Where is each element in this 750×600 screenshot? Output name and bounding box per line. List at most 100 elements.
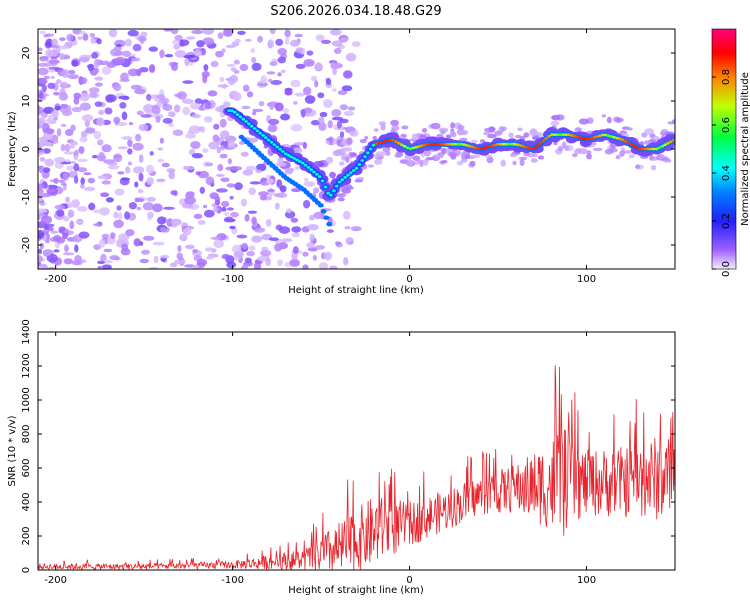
spectrogram-noise-cell bbox=[127, 139, 133, 148]
spectrogram-noise-cell bbox=[226, 63, 236, 67]
spectrogram-noise-cell bbox=[38, 183, 45, 189]
spectrogram-noise-cell bbox=[63, 258, 73, 265]
spectrogram-track-cell bbox=[479, 147, 483, 151]
spectrogram-noise-cell bbox=[96, 117, 105, 127]
spectrogram-track-cell bbox=[465, 144, 469, 147]
spectrogram-track-cell bbox=[442, 142, 447, 146]
spectrogram-noise-cell bbox=[339, 131, 345, 138]
spectrogram-noise-cell bbox=[44, 142, 54, 146]
spectrogram-noise-cell bbox=[500, 159, 507, 167]
spectrogram-noise-cell bbox=[74, 254, 82, 264]
spectrogram-noise-cell bbox=[108, 29, 118, 38]
spectrogram-noise-cell bbox=[315, 34, 325, 42]
snr-x-tick-label: 0 bbox=[406, 575, 412, 586]
spectrogram-noise-cell bbox=[98, 109, 105, 116]
spectrogram-noise-cell bbox=[226, 207, 234, 211]
spectrogram-noise-cell bbox=[291, 252, 298, 260]
spectrogram-noise-cell bbox=[229, 225, 236, 230]
spectrogram-noise-cell bbox=[246, 250, 256, 257]
spectrogram-noise-cell bbox=[471, 139, 478, 144]
spectrogram-noise-cell bbox=[93, 130, 102, 140]
spectrogram-noise-cell bbox=[267, 124, 278, 133]
spectrogram-noise-cell bbox=[41, 122, 50, 132]
spectrogram-noise-cell bbox=[94, 82, 103, 87]
spectrogram-noise-cell bbox=[55, 79, 62, 84]
spectrogram-track-cell bbox=[510, 142, 514, 146]
spectrogram-noise-cell bbox=[125, 229, 135, 237]
spectrogram-track-cell bbox=[550, 133, 554, 137]
spectrogram-noise-cell bbox=[312, 255, 317, 261]
spectrogram-noise-cell bbox=[421, 127, 428, 133]
spectrogram-noise-cell bbox=[94, 67, 100, 74]
spectrogram-noise-cell bbox=[592, 147, 603, 152]
spectrogram-noise-cell bbox=[251, 57, 257, 64]
spectrogram-noise-cell bbox=[97, 265, 103, 269]
spectrogram-noise-cell bbox=[500, 126, 507, 131]
spectrogram-noise-cell bbox=[136, 206, 142, 211]
spectrogram-track-cell bbox=[323, 185, 328, 189]
spectrogram-noise-cell bbox=[105, 174, 112, 179]
spectrogram-noise-cell bbox=[81, 114, 94, 122]
spectrogram-track-cell bbox=[473, 146, 478, 150]
spectrogram-noise-cell bbox=[303, 59, 315, 67]
spectrogram-noise-cell bbox=[248, 245, 256, 251]
spectrogram-track-cell bbox=[657, 146, 662, 150]
spectrogram-track-cell bbox=[388, 138, 393, 142]
spectrogram-noise-cell bbox=[44, 249, 53, 256]
spectrogram-noise-cell bbox=[555, 114, 565, 121]
spectrogram-noise-cell bbox=[469, 160, 476, 167]
spectrogram-track-cell bbox=[411, 146, 415, 150]
spectrogram-noise-cell bbox=[615, 117, 624, 123]
spectrogram-track-cell bbox=[547, 134, 551, 138]
spectrogram-noise-cell bbox=[91, 52, 99, 59]
spectrogram-track-cell bbox=[255, 129, 260, 133]
spectrogram-noise-cell bbox=[104, 60, 109, 64]
spectrogram-noise-cell bbox=[217, 32, 224, 39]
spectrogram-noise-cell bbox=[132, 142, 144, 151]
spectrogram-noise-cell bbox=[258, 191, 269, 197]
spectrogram-noise-cell bbox=[267, 78, 273, 83]
spectrogram-noise-cell bbox=[266, 71, 276, 75]
spectrogram-noise-cell bbox=[339, 118, 349, 124]
spectrogram-track-cell bbox=[400, 143, 404, 147]
spectrogram-noise-cell bbox=[332, 150, 342, 157]
spectrogram-noise-cell bbox=[124, 211, 131, 220]
spectrogram-noise-cell bbox=[67, 74, 80, 80]
spectrogram-noise-cell bbox=[141, 249, 150, 255]
spectrogram-noise-cell bbox=[204, 247, 214, 252]
spectrogram-noise-cell bbox=[94, 76, 104, 81]
spectrogram-noise-cell bbox=[242, 84, 250, 92]
spectrogram-track-cell bbox=[264, 136, 268, 140]
spectrogram-noise-cell bbox=[257, 82, 269, 86]
spectrogram-noise-cell bbox=[343, 257, 349, 266]
spectrogram-noise-cell bbox=[114, 188, 125, 196]
snr-y-tick-label: 1200 bbox=[21, 353, 32, 378]
spectrogram-track-cell bbox=[487, 145, 492, 148]
spectrogram-noise-cell bbox=[96, 154, 107, 162]
snr-y-tick-label: 800 bbox=[21, 424, 32, 443]
colorbar-tick-label: 0.6 bbox=[721, 117, 732, 133]
spectrogram-noise-cell bbox=[173, 104, 181, 113]
spectrogram-noise-cell bbox=[331, 40, 343, 47]
spectrogram-noise-cell bbox=[181, 98, 194, 105]
spectrogram-noise-cell bbox=[512, 160, 517, 166]
spectrogram-noise-cell bbox=[215, 50, 224, 58]
spectrogram-noise-cell bbox=[212, 207, 219, 213]
spectrogram-noise-cell bbox=[367, 164, 374, 168]
spectrogram-noise-cell bbox=[146, 164, 155, 174]
spectrogram-noise-cell bbox=[473, 154, 481, 159]
spectrogram-noise-cell bbox=[303, 86, 312, 96]
spectrogram-noise-cell bbox=[232, 92, 242, 102]
spectrogram-track-cell bbox=[371, 143, 376, 147]
spectrogram-noise-cell bbox=[260, 250, 272, 257]
spectrogram-noise-cell bbox=[456, 161, 464, 166]
spectrogram-noise-cell bbox=[330, 61, 337, 70]
spectrogram-track-cell bbox=[309, 168, 314, 172]
spectrogram-noise-cell bbox=[60, 81, 68, 89]
spectrogram-noise-cell bbox=[46, 188, 58, 195]
spectrogram-noise-cell bbox=[183, 54, 195, 59]
spectrogram-track-cell bbox=[521, 144, 526, 148]
spectrogram-noise-cell bbox=[101, 66, 112, 75]
spectrogram-noise-cell bbox=[280, 69, 286, 74]
spectrogram-noise-cell bbox=[284, 167, 295, 172]
